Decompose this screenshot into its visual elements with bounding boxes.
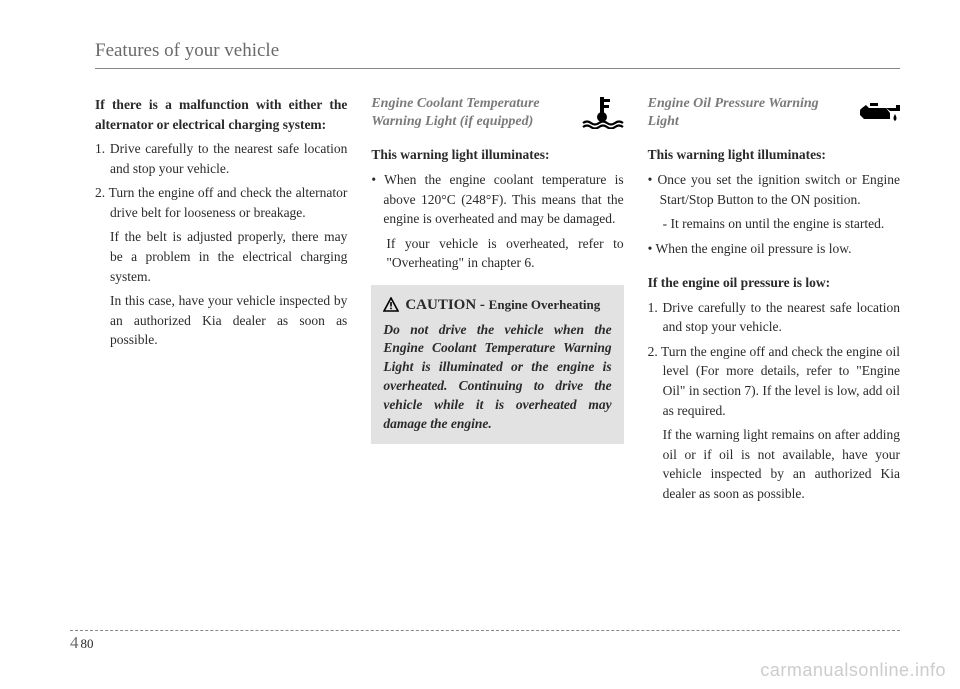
col1-sub-2: In this case, have your vehicle inspecte… — [95, 291, 347, 350]
caution-topic: Engine Overheating — [489, 297, 601, 312]
col1-sub-1: If the belt is adjusted properly, there … — [95, 227, 347, 286]
col3-title: Engine Oil Pressure Warning Light — [648, 95, 848, 131]
col3-item-2: 2. Turn the engine off and check the eng… — [648, 342, 900, 420]
oil-pressure-icon — [856, 95, 900, 129]
page-footer: 480 — [70, 630, 900, 653]
col3-sub-2: If the warning light remains on after ad… — [648, 425, 900, 503]
coolant-temp-icon — [580, 95, 624, 129]
col3-item-1: 1. Drive carefully to the nearest safe l… — [648, 298, 900, 337]
column-2: Engine Coolant Temperature Warning Light… — [371, 95, 623, 508]
col1-item-1: 1. Drive carefully to the nearest safe l… — [95, 139, 347, 178]
col3-heading: Engine Oil Pressure Warning Light — [648, 95, 900, 131]
caution-label: CAUTION - — [405, 297, 488, 313]
page-number: 80 — [81, 636, 94, 652]
col2-lead: This warning light illuminates: — [371, 145, 623, 165]
col2-heading: Engine Coolant Temperature Warning Light… — [371, 95, 623, 131]
col3-lead-2: If the engine oil pressure is low: — [648, 273, 900, 293]
col3-bullet-2: • When the engine oil pressure is low. — [648, 239, 900, 259]
col3-sub-1: - It remains on until the engine is star… — [648, 214, 900, 234]
column-3: Engine Oil Pressure Warning Light This w… — [648, 95, 900, 508]
caution-body: Do not drive the vehicle when the Engine… — [383, 321, 611, 434]
col2-sub-1: If your vehicle is overheated, refer to … — [371, 234, 623, 273]
caution-head: CAUTION - Engine Overheating — [383, 295, 611, 317]
col3-bullet-1: • Once you set the ignition switch or En… — [648, 170, 900, 209]
col1-lead: If there is a malfunction with either th… — [95, 95, 347, 134]
content-columns: If there is a malfunction with either th… — [95, 95, 900, 508]
col2-title: Engine Coolant Temperature Warning Light… — [371, 95, 571, 131]
col3-lead: This warning light illuminates: — [648, 145, 900, 165]
warning-triangle-icon — [383, 297, 399, 313]
section-header: Features of your vehicle — [95, 40, 900, 69]
col1-item-2: 2. Turn the engine off and check the alt… — [95, 183, 347, 222]
caution-box: CAUTION - Engine Overheating Do not driv… — [371, 285, 623, 444]
column-1: If there is a malfunction with either th… — [95, 95, 347, 508]
chapter-number: 4 — [70, 633, 79, 653]
col2-bullet-1: • When the engine coolant temperature is… — [371, 170, 623, 229]
watermark: carmanualsonline.info — [760, 660, 946, 681]
